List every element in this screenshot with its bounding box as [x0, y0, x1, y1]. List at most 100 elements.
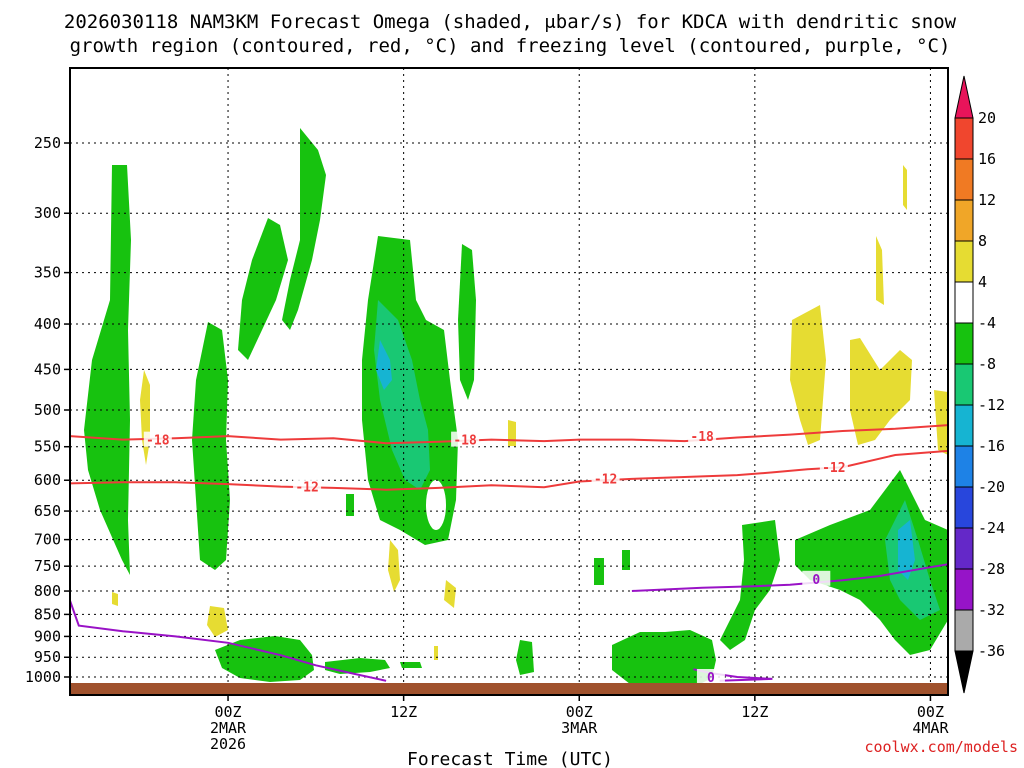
- dgz-minus-12-line: [70, 449, 948, 491]
- colorbar-label: -20: [978, 478, 1005, 496]
- contours: -18 -18 -18 -12 -12 -12 0 0: [70, 424, 948, 686]
- dgz-minus-18-label-bg: [143, 431, 172, 447]
- ascent-col-4-core2: [376, 340, 392, 390]
- colorbar-swatch: [954, 363, 974, 406]
- omega-shading: [84, 128, 948, 686]
- x-tick-label: 00Z: [917, 703, 944, 721]
- colorbar-swatch: [954, 158, 974, 201]
- ground-strip: [70, 683, 948, 695]
- colorbar-label: -28: [978, 560, 1005, 578]
- y-tick-label: 300: [34, 204, 61, 222]
- subsidence-2: [207, 606, 228, 637]
- colorbar-label: -16: [978, 437, 1005, 455]
- hole-col-4: [426, 480, 446, 530]
- plot-border: [69, 67, 949, 696]
- ascent-col-4b: [458, 244, 476, 400]
- x-tick-label: 2MAR: [210, 719, 247, 737]
- colorbar-top-arrow: [954, 75, 974, 119]
- ascent-late: [720, 520, 780, 650]
- dgz-minus-12-label: -12: [594, 472, 617, 487]
- y-tick-label: 950: [34, 648, 61, 666]
- ascent-small-1: [594, 558, 604, 585]
- subsidence-7: [850, 338, 912, 445]
- dgz-minus-12-label-bg: [591, 470, 620, 486]
- colorbar-swatch: [954, 322, 974, 365]
- dgz-minus-18-label-bg: [688, 428, 717, 444]
- colorbar-swatch: [954, 404, 974, 447]
- y-tick-label: 450: [34, 360, 61, 378]
- credit-text: coolwx.com/models: [864, 738, 1018, 756]
- colorbar-label: -24: [978, 519, 1005, 537]
- y-tick-label: 1000: [25, 668, 61, 686]
- subsidence-8: [876, 236, 884, 305]
- colorbar-swatch: [954, 527, 974, 570]
- y-tick-label: 350: [34, 264, 61, 282]
- colorbar-swatch: [954, 486, 974, 529]
- dgz-minus-18-label: -18: [690, 430, 714, 445]
- y-tick-label: 250: [34, 134, 61, 152]
- ascent-small-2: [622, 550, 630, 570]
- y-tick-label: 850: [34, 605, 61, 623]
- freezing-level-line: [70, 600, 387, 682]
- y-tick-label: 700: [34, 531, 61, 549]
- ascent-lowlevel-3: [400, 662, 422, 668]
- subsidence-9: [934, 390, 948, 455]
- colorbar-label: -32: [978, 601, 1005, 619]
- ascent-late-core2: [898, 520, 915, 580]
- freezing-level-label-bg: [696, 669, 725, 684]
- x-tick-label: 00Z: [566, 703, 593, 721]
- colorbar-swatch: [954, 117, 974, 160]
- freezing-level-label: 0: [707, 671, 715, 686]
- subsidence-4: [444, 580, 456, 608]
- subsidence-11: [434, 646, 438, 660]
- y-tick-label: 800: [34, 582, 61, 600]
- freezing-level-line: [631, 563, 948, 592]
- freezing-level-label: 0: [812, 573, 820, 588]
- y-tick-label: 650: [34, 502, 61, 520]
- chart-title-line-1: 2026030118 NAM3KM Forecast Omega (shaded…: [64, 11, 957, 33]
- gridlines: [70, 68, 948, 695]
- x-tick-label: 4MAR: [912, 719, 949, 737]
- subsidence-12: [903, 165, 907, 210]
- colorbar-swatch: [954, 609, 974, 652]
- x-tick-label: 12Z: [741, 703, 768, 721]
- colorbar-swatch: [954, 240, 974, 283]
- dgz-minus-12-label: -12: [822, 461, 845, 476]
- x-tick-label: 00Z: [214, 703, 241, 721]
- colorbar-label: 8: [978, 232, 987, 250]
- subsidence-10: [112, 592, 118, 606]
- chart-title-line-2: growth region (contoured, red, °C) and f…: [70, 35, 951, 57]
- subsidence-6: [790, 305, 826, 445]
- colorbar-swatch: [954, 445, 974, 488]
- colorbar-label: 20: [978, 109, 996, 127]
- colorbar-bottom-arrow: [954, 650, 974, 694]
- y-tick-label: 900: [34, 627, 61, 645]
- ascent-lowlevel-5: [612, 630, 716, 686]
- freezing-level-label-bg: [802, 570, 831, 586]
- y-tick-label: 400: [34, 315, 61, 333]
- x-tick-label: 12Z: [390, 703, 417, 721]
- colorbar-label: -4: [978, 314, 996, 332]
- colorbar-swatch: [954, 281, 974, 324]
- ascent-small-3: [346, 494, 354, 516]
- y-axis: 250 300 350 400 450 500 550 600 650 700 750 800 850 9…: [25, 134, 70, 686]
- x-axis-label: Forecast Time (UTC): [407, 749, 613, 768]
- colorbar-label: -12: [978, 396, 1005, 414]
- subsidence-5: [508, 420, 516, 446]
- ascent-col-2: [192, 322, 230, 570]
- y-tick-label: 750: [34, 557, 61, 575]
- dgz-minus-18-label-bg: [451, 431, 480, 447]
- dgz-minus-18-line: [70, 424, 948, 445]
- x-tick-label: 3MAR: [561, 719, 598, 737]
- ascent-lowlevel-1: [215, 636, 314, 682]
- dgz-minus-12-label-bg: [819, 459, 848, 475]
- ascent-col-1: [84, 165, 131, 575]
- dgz-minus-18-label: -18: [146, 434, 170, 449]
- colorbar-label: 16: [978, 150, 996, 168]
- x-tick-label: 2026: [210, 735, 246, 753]
- colorbar-label: -36: [978, 642, 1005, 660]
- y-tick-label: 550: [34, 438, 61, 456]
- colorbar-label: 4: [978, 273, 987, 291]
